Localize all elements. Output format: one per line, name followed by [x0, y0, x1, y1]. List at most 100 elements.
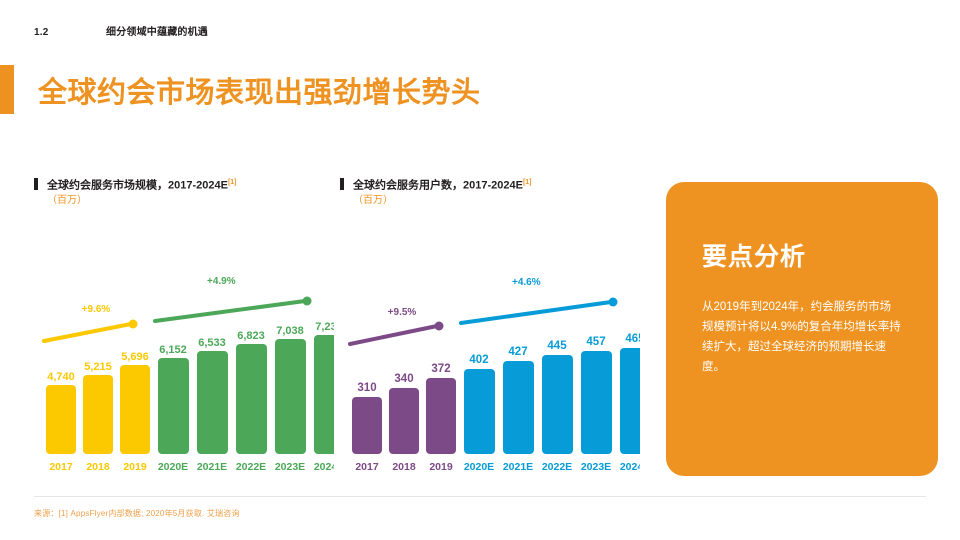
- chart-user-count: 全球约会服务用户数，2017-2024E[1] （百万）: [340, 176, 640, 473]
- x-label-2021E: 2021E: [197, 461, 227, 473]
- x-label-2023E: 2023E: [581, 461, 611, 473]
- x-label-2019: 2019: [123, 461, 147, 473]
- value-label-2018: 340: [394, 373, 413, 385]
- trendline-historical-endpoint: [434, 321, 444, 331]
- value-label-2023E: 7,038: [276, 325, 304, 337]
- bar-2017: [46, 385, 76, 454]
- trendline-forecast-stroke: [153, 299, 307, 323]
- breadcrumb-section-number: 1.2: [34, 27, 49, 38]
- bar-2023E: [581, 351, 612, 454]
- chart-plot-area: 4,740 5,215 5,696 6,152 6,533 6,823 7,03…: [34, 294, 334, 474]
- bar-value-labels: 310 340 372 402 427 445 457 465: [357, 333, 640, 394]
- bar-2017: [352, 397, 382, 454]
- trendline-historical-stroke: [348, 324, 439, 346]
- bars-forecast: [158, 335, 334, 454]
- trendline-forecast-endpoint: [608, 297, 618, 307]
- callout-body: 从2019年到2024年，约会服务的市场规模预计将以4.9%的复合年均增长率持续…: [702, 301, 901, 373]
- trendline-forecast: [153, 296, 312, 323]
- bar-2021E: [503, 361, 534, 454]
- chart-title: 全球约会服务市场规模，2017-2024E[1]: [47, 176, 334, 193]
- x-label-2017: 2017: [355, 461, 379, 473]
- footer-source-note: 来源：[1] AppsFlyer内部数据; 2020年5月获取. 艾瑞咨询: [34, 509, 240, 518]
- value-label-2017: 4,740: [47, 371, 75, 383]
- cagr-label-historical: +9.5%: [388, 307, 417, 318]
- value-label-2021E: 6,533: [198, 337, 226, 349]
- x-label-2022E: 2022E: [542, 461, 572, 473]
- x-label-2023E: 2023E: [275, 461, 305, 473]
- trendline-forecast-endpoint: [302, 296, 312, 306]
- bar-2018: [83, 375, 113, 454]
- value-label-2017: 310: [357, 382, 376, 394]
- cagr-label-historical: +9.6%: [82, 304, 111, 315]
- bar-2018: [389, 388, 419, 454]
- footer-divider: [34, 496, 926, 497]
- value-label-2022E: 445: [547, 340, 567, 352]
- bar-2019: [120, 365, 150, 454]
- x-label-2020E: 2020E: [158, 461, 188, 473]
- bar-chart-svg: 310 340 372 402 427 445 457 465 +9.5%: [348, 297, 640, 473]
- x-label-2020E: 2020E: [464, 461, 494, 473]
- value-label-2019: 5,696: [121, 351, 149, 363]
- key-insight-callout: 要点分析 从2019年到2024年，约会服务的市场规模预计将以4.9%的复合年均…: [666, 182, 938, 476]
- cagr-label-forecast: +4.6%: [512, 277, 541, 288]
- bars-forecast: [464, 348, 640, 454]
- value-label-2019: 372: [431, 363, 450, 375]
- bars-historical: [352, 378, 456, 454]
- chart-title-footnote: [1]: [522, 179, 532, 186]
- chart-title-text: 全球约会服务市场规模，2017-2024E: [47, 179, 228, 192]
- bullet-marker-icon: [340, 178, 344, 190]
- bar-2020E: [158, 358, 189, 454]
- bar-2024E: [314, 335, 334, 454]
- chart-unit-label: （百万）: [47, 194, 87, 206]
- page-title: 全球约会市场表现出强劲增长势头: [38, 77, 481, 109]
- bar-2022E: [236, 344, 267, 454]
- bar-2023E: [275, 339, 306, 454]
- value-label-2024E: 465: [625, 333, 640, 345]
- value-label-2022E: 6,823: [237, 330, 265, 342]
- chart-market-size: 全球约会服务市场规模，2017-2024E[1] （百万）: [34, 176, 334, 473]
- x-axis-labels: 2017 2018 2019 2020E 2021E 2022E 2023E 2…: [355, 461, 640, 473]
- x-label-2017: 2017: [49, 461, 73, 473]
- x-label-2018: 2018: [392, 461, 416, 473]
- chart-header: 全球约会服务用户数，2017-2024E[1] （百万）: [340, 176, 640, 207]
- x-label-2024E: 2024E: [314, 461, 334, 473]
- value-label-2023E: 457: [586, 336, 605, 348]
- bars-historical: [46, 365, 150, 454]
- bullet-marker-icon: [34, 178, 38, 190]
- x-label-2021E: 2021E: [503, 461, 533, 473]
- chart-title-text: 全球约会服务用户数，2017-2024E: [353, 179, 523, 192]
- x-label-2018: 2018: [86, 461, 110, 473]
- title-accent-bar: [0, 65, 14, 114]
- chart-title: 全球约会服务用户数，2017-2024E[1]: [353, 176, 640, 193]
- x-axis-labels: 2017 2018 2019 2020E 2021E 2022E 2023E 2…: [49, 461, 334, 473]
- breadcrumb: 1.2 细分领域中蕴藏的机遇: [34, 23, 208, 38]
- trendline-historical: [42, 319, 138, 343]
- bar-2021E: [197, 351, 228, 454]
- trendline-historical: [348, 321, 444, 346]
- trendline-historical-endpoint: [128, 319, 138, 329]
- bar-value-labels: 4,740 5,215 5,696 6,152 6,533 6,823 7,03…: [47, 321, 334, 383]
- chart-plot-area: 310 340 372 402 427 445 457 465 +9.5%: [340, 294, 640, 474]
- trendline-forecast-stroke: [459, 300, 613, 325]
- value-label-2024E: 7,233: [315, 321, 334, 333]
- chart-title-footnote: [1]: [227, 179, 237, 186]
- breadcrumb-section-label: 细分领域中蕴藏的机遇: [106, 27, 208, 38]
- cagr-label-forecast: +4.9%: [207, 276, 236, 287]
- x-label-2019: 2019: [429, 461, 453, 473]
- bar-2019: [426, 378, 456, 454]
- chart-unit-label: （百万）: [353, 194, 393, 206]
- bar-2024E: [620, 348, 640, 454]
- value-label-2020E: 6,152: [159, 344, 187, 356]
- bar-2020E: [464, 369, 495, 454]
- value-label-2021E: 427: [508, 346, 527, 358]
- value-label-2020E: 402: [469, 354, 488, 366]
- value-label-2018: 5,215: [84, 361, 112, 373]
- trendline-historical-stroke: [42, 322, 133, 343]
- x-label-2024E: 2024E: [620, 461, 640, 473]
- callout-title: 要点分析: [702, 243, 807, 271]
- x-label-2022E: 2022E: [236, 461, 266, 473]
- chart-header: 全球约会服务市场规模，2017-2024E[1] （百万）: [34, 176, 334, 207]
- trendline-forecast: [459, 297, 618, 325]
- bar-2022E: [542, 355, 573, 454]
